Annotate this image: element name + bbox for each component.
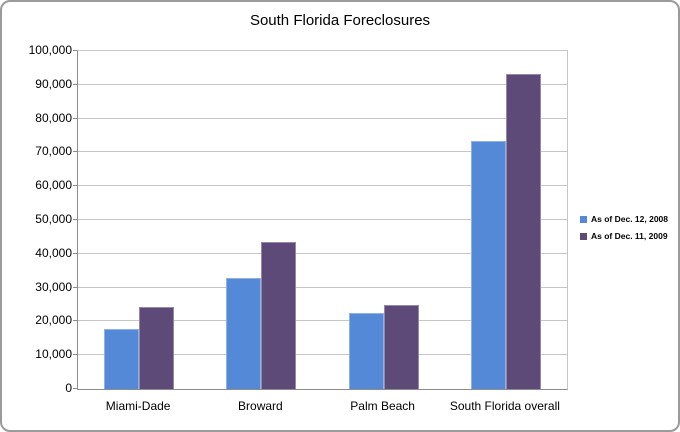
y-tick-label: 70,000 [35, 144, 72, 159]
y-tick-label: 0 [65, 381, 72, 395]
y-tick [73, 151, 77, 153]
gridline [78, 286, 567, 288]
bar [348, 312, 384, 389]
x-axis-label: South Florida overall [449, 399, 560, 413]
gridline [78, 185, 567, 187]
y-tick-label: 10,000 [35, 347, 72, 362]
x-axis-label: Palm Beach [350, 399, 415, 413]
x-axis-label: Miami-Dade [105, 399, 171, 413]
y-tick-label: 20,000 [35, 313, 72, 328]
y-tick [73, 252, 77, 254]
legend-entry: As of Dec. 12, 2008 [580, 214, 668, 224]
bar [226, 277, 262, 389]
y-tick [73, 185, 77, 187]
y-tick [73, 83, 77, 85]
y-tick-label: 40,000 [35, 245, 72, 260]
gridline [78, 117, 567, 119]
bar [470, 140, 506, 389]
legend-label: As of Dec. 12, 2008 [591, 214, 669, 224]
legend-entry: As of Dec. 11, 2009 [580, 231, 668, 241]
y-tick [73, 219, 77, 220]
x-axis-label: Broward [238, 399, 283, 413]
gridline [78, 320, 567, 322]
legend: As of Dec. 12, 2008 As of Dec. 11, 2009 [580, 214, 668, 241]
y-tick [73, 388, 77, 389]
chart-title: South Florida Foreclosures [249, 12, 431, 29]
y-tick-label: 30,000 [35, 279, 72, 294]
y-tick-label: 90,000 [35, 76, 72, 91]
y-tick-label: 50,000 [35, 212, 72, 226]
y-tick [73, 320, 77, 322]
y-tick [73, 50, 77, 51]
bar [104, 328, 140, 389]
bar [139, 306, 175, 389]
bar [383, 304, 419, 389]
y-tick [73, 286, 77, 288]
gridline [78, 252, 567, 254]
gridline [78, 83, 567, 85]
y-tick-label: 60,000 [35, 178, 72, 193]
legend-swatch [580, 232, 587, 240]
bar [505, 73, 541, 389]
gridline [78, 354, 567, 356]
legend-swatch [580, 215, 587, 223]
gridline [78, 219, 567, 220]
legend-label: As of Dec. 11, 2009 [591, 231, 668, 241]
y-tick-label: 100,000 [28, 43, 72, 57]
plot-area [77, 50, 568, 390]
gridline [78, 151, 567, 153]
y-tick-label: 80,000 [35, 110, 72, 125]
y-tick [73, 117, 77, 119]
bar [261, 241, 297, 389]
y-tick [73, 354, 77, 356]
